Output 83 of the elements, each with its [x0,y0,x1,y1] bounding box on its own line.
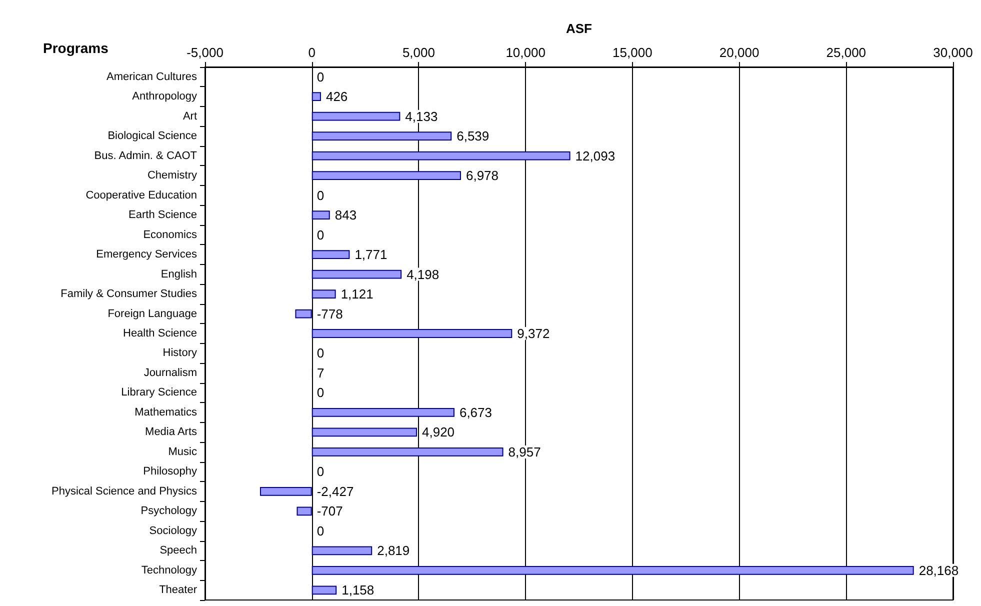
data-label: 2,819 [377,543,410,558]
bar [296,506,312,516]
y-tick-label: Theater [159,584,198,596]
data-label: -707 [316,504,343,519]
data-label: 0 [316,227,324,242]
data-label: 4,920 [422,424,455,440]
data-label: 0 [316,69,324,84]
data-label: 1,158 [342,582,374,598]
y-tick-label: Chemistry [147,170,198,182]
bar [312,112,400,121]
y-tick-label: Media Arts [145,426,198,438]
data-label: 4,198 [406,266,440,282]
y-tick-label: Art [182,110,197,122]
y-tick-label: History [162,347,198,360]
data-label: 12,093 [575,148,616,164]
y-tick-label: Earth Science [128,209,197,222]
y-tick-label: Emergency Services [96,248,198,261]
bar [312,448,504,456]
x-tick-label: -5,000 [186,45,224,60]
x-tick-label: 30,000 [933,45,973,60]
y-tick-label: Technology [141,564,198,576]
x-tick-label: 20,000 [719,45,760,60]
bar [312,408,454,417]
data-label: -2,427 [316,484,354,499]
bar [312,586,337,595]
y-tick-label: Cooperative Education [86,189,197,202]
y-tick-label: Physical Science and Physics [51,485,198,498]
data-label: 8,957 [508,444,541,460]
bar [260,486,312,496]
x-tick-label: 25,000 [826,45,866,60]
bar [312,566,914,575]
bar [312,171,461,180]
data-label: 6,978 [466,168,499,184]
bar [312,290,336,298]
x-tick-label: 15,000 [612,45,652,60]
y-tick-label: Biological Science [108,130,197,142]
y-tick-label: Anthropology [132,90,198,103]
y-tick-label: Mathematics [134,406,198,418]
bar [312,151,570,160]
data-label: 0 [316,188,324,203]
y-tick-label: Library Science [121,386,197,399]
y-tick-label: Speech [160,544,197,557]
bar [312,250,350,259]
data-label: 6,673 [459,404,492,420]
data-label: 843 [334,208,357,223]
data-label: 0 [316,346,324,361]
y-tick-label: Health Science [123,328,197,340]
x-tick-label: 5,000 [402,45,435,60]
bar [295,309,312,318]
y-axis-title: Programs [43,40,109,56]
data-label: 0 [316,385,324,400]
y-tick-label: American Cultures [106,70,198,83]
data-label: 0 [316,523,324,538]
data-label: 0 [316,464,324,480]
y-tick-label: Psychology [140,505,198,518]
x-tick-label: 0 [308,45,316,60]
data-label: 1,121 [340,286,374,302]
bar [312,210,330,220]
bar [312,92,321,102]
x-axis-title: ASF [566,21,592,36]
bar [312,132,452,141]
y-tick-label: English [160,268,197,280]
y-tick-label: Bus. Admin. & CAOT [94,150,198,162]
data-label: 9,372 [517,326,550,341]
y-tick-label: Sociology [149,524,198,537]
y-tick-label: Music [168,446,198,458]
y-tick-label: Foreign Language [108,308,197,320]
data-label: 6,539 [456,128,490,144]
y-tick-label: Family & Consumer Studies [60,288,198,300]
bar [312,428,418,437]
bar [312,329,512,338]
x-tick-label: 10,000 [506,45,546,60]
data-label: 1,771 [354,247,388,262]
y-tick-label: Philosophy [143,466,198,478]
data-label: 4,133 [405,108,438,124]
y-tick-label: Economics [143,228,198,241]
data-label: -778 [316,306,343,322]
data-label: 28,168 [918,562,959,578]
data-label: 7 [317,365,324,380]
y-tick-label: Journalism [144,366,197,379]
bar [312,546,372,556]
data-label: 426 [326,89,348,104]
bar [312,270,402,279]
